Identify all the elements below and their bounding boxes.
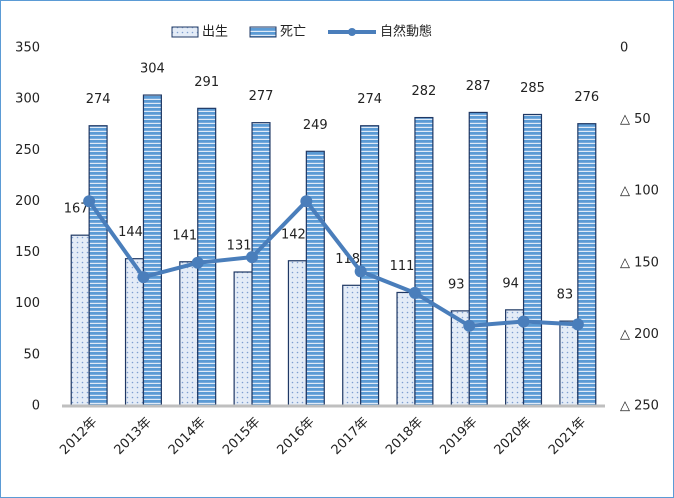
y2-tick-label: △ 100 [620,184,659,199]
y-tick-label: 300 [15,92,40,107]
data-label: 287 [466,79,491,94]
bar [396,291,416,407]
data-label: 249 [303,118,328,133]
line-marker [517,315,530,328]
bar [342,284,362,407]
y2-tick-label: △ 200 [620,327,659,342]
y-tick-label: 150 [15,245,40,260]
line-marker [246,251,259,264]
data-label: 94 [502,276,519,291]
bar [70,234,90,407]
legend-label: 死亡 [280,25,306,40]
data-label: 131 [227,239,252,254]
line-marker [83,195,96,208]
bar [142,94,162,407]
data-label: 276 [574,90,599,105]
bar [522,113,543,407]
y-tick-label: 50 [23,347,40,362]
y-tick-label: 200 [15,194,40,209]
y-tick-label: 100 [15,296,40,311]
legend-label: 出生 [202,25,228,40]
data-label: 144 [118,225,143,240]
bar [468,111,488,407]
line-marker [463,319,476,332]
y2-tick-label: △ 250 [620,399,659,414]
bar [414,116,434,407]
bar [233,271,253,407]
y2-tick-label: △ 150 [620,255,659,270]
data-label: 277 [249,89,274,104]
line [87,198,578,328]
bar [305,150,325,407]
y-tick-label: 350 [15,41,40,56]
line-marker [354,265,367,278]
data-label: 274 [86,92,111,107]
legend-label: 自然動態 [380,24,432,40]
bar [179,261,199,407]
line-marker [191,256,204,269]
bar [360,125,380,407]
line-marker [300,195,313,208]
line-marker [137,271,150,284]
data-label: 142 [281,227,306,242]
line-marker [408,286,421,299]
data-label: 93 [448,277,465,292]
y2-tick-label: 0 [620,41,628,56]
legend-swatch [249,26,277,38]
data-label: 83 [557,288,574,303]
bar [88,125,108,407]
data-label: 141 [172,228,197,243]
line-marker [571,318,584,331]
data-label: 285 [520,81,545,96]
legend-marker [348,28,356,36]
data-label: 167 [64,202,89,217]
bar [197,107,217,407]
y-tick-label: 0 [32,399,40,414]
bar [577,123,597,407]
data-label: 111 [390,259,415,274]
bar [559,320,579,407]
data-label: 291 [194,75,219,90]
bar [287,260,307,407]
bar [251,122,271,407]
legend-swatch [171,26,199,38]
data-label: 304 [140,62,165,77]
y2-tick-label: △ 50 [620,112,651,127]
y-tick-label: 250 [15,143,40,158]
data-label: 282 [411,84,436,99]
data-label: 274 [357,92,382,107]
